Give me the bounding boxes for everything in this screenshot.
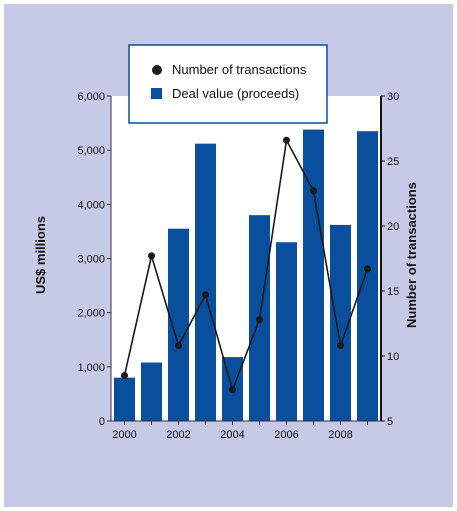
line-layer	[121, 136, 371, 394]
bar-2001	[141, 362, 162, 421]
legend-line-label: Number of transactions	[172, 62, 307, 77]
x-tick-label: 2008	[328, 429, 352, 441]
point-2007	[310, 187, 317, 195]
point-2008	[337, 342, 344, 350]
y2-tick-label: 25	[387, 156, 399, 168]
y-tick-label: 3,000	[77, 254, 105, 266]
legend-bar-marker	[151, 88, 162, 99]
bars-layer	[114, 129, 378, 422]
y2-tick-label: 30	[387, 91, 399, 103]
y2-axis-title: Number of transactions	[404, 182, 419, 328]
y-tick-label: 1,000	[77, 362, 105, 374]
point-2002	[175, 342, 182, 350]
bar-2000	[114, 377, 135, 421]
x-tick-label: 2006	[274, 429, 298, 441]
legend-box	[128, 44, 328, 124]
point-2006	[283, 136, 290, 144]
y2-tick-label: 5	[387, 416, 393, 428]
axes-layer: 0 1,000 2,000 3,000 4,000 5,000 6,000 5 10 15 20 25…	[77, 91, 399, 441]
point-2000	[121, 372, 128, 379]
bar-2006	[276, 242, 297, 421]
point-2004	[229, 386, 236, 394]
bar-2008	[330, 224, 351, 421]
point-2003	[202, 291, 209, 299]
y-tick-label: 4,000	[77, 199, 105, 211]
y-axis-title: US$ millions	[33, 216, 48, 294]
y-tick-label: 6,000	[77, 91, 105, 103]
y2-tick-label: 20	[387, 221, 399, 233]
transactions-line	[123, 137, 369, 393]
point-2001	[148, 252, 155, 260]
legend: Number of transactions Deal value (proce…	[128, 44, 328, 124]
x-tick-label: 2000	[112, 429, 136, 441]
bar-2003	[195, 143, 216, 421]
y-tick-label: 2,000	[77, 308, 105, 320]
legend-bar-label: Deal value (proceeds)	[172, 86, 299, 101]
bar-2007	[303, 129, 324, 422]
legend-line-marker	[152, 65, 162, 75]
x-tick-label: 2002	[166, 429, 190, 441]
bar-2009	[357, 131, 378, 422]
bar-2002	[168, 228, 189, 421]
y2-tick-label: 15	[387, 286, 399, 298]
point-2005	[256, 316, 263, 324]
x-tick-label: 2004	[220, 429, 244, 441]
y2-tick-label: 10	[387, 351, 399, 363]
y-tick-label: 5,000	[77, 145, 105, 157]
y-tick-label: 0	[99, 416, 105, 428]
point-2009	[364, 265, 371, 273]
